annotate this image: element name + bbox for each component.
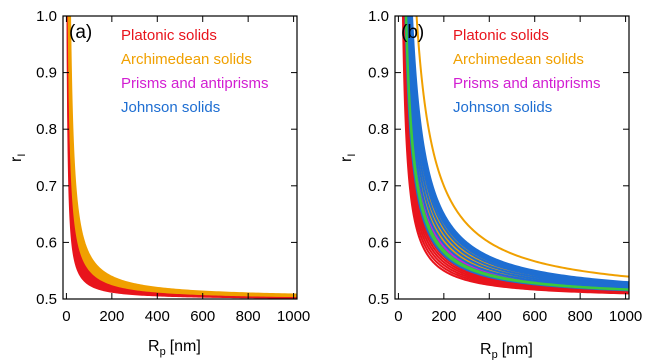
legend-prisms-b: Prisms and antiprisms bbox=[453, 75, 601, 92]
panel-a-xlabel-sub: p bbox=[160, 346, 166, 358]
legend-platonic-b: Platonic solids bbox=[453, 27, 549, 44]
legend-johnson-a: Johnson solids bbox=[121, 99, 220, 116]
xtick-label-a-3: 600 bbox=[190, 308, 215, 325]
ytick-label-b-3: 0.8 bbox=[368, 121, 389, 138]
panel-a-xlabel: Rp [nm] bbox=[148, 338, 201, 358]
panel-a-xlabel-unit: [nm] bbox=[170, 338, 201, 355]
ytick-label-b-1: 0.6 bbox=[368, 234, 389, 251]
curve-b-s4-1 bbox=[405, 16, 629, 291]
panel-b-xlabel-sub: p bbox=[492, 349, 498, 360]
curve-b-s3-4 bbox=[408, 16, 629, 287]
panel-a-label: (a) bbox=[69, 22, 92, 43]
panel-b-ylabel-sub: I bbox=[346, 154, 358, 157]
xtick-label-b-4: 800 bbox=[568, 308, 593, 325]
xtick-label-b-1: 200 bbox=[431, 308, 456, 325]
panel-a-frame bbox=[62, 15, 298, 300]
legend-prisms-a: Prisms and antiprisms bbox=[121, 75, 269, 92]
panel-a-xlabel-main: R bbox=[148, 338, 160, 355]
panel-a-ticks: 0 200 400 600 800 1000 0.5 0.6 0.7 0.8 0.9 1.0 bbox=[36, 8, 310, 325]
panel-b-curves bbox=[401, 16, 629, 295]
ytick-label-b-2: 0.7 bbox=[368, 178, 389, 195]
panel-a-ylabel-main: r bbox=[8, 156, 25, 162]
panel-b-xlabel-main: R bbox=[480, 341, 492, 358]
legend-platonic-a: Platonic solids bbox=[121, 27, 217, 44]
panel-a-legend: Platonic solids Archimedean solids Prism… bbox=[121, 27, 269, 116]
xtick-label-b-2: 400 bbox=[477, 308, 502, 325]
panel-b-xlabel: Rp [nm] bbox=[480, 341, 533, 360]
xtick-label-a-5: 1000 bbox=[277, 308, 310, 325]
legend-archimedean-a: Archimedean solids bbox=[121, 51, 252, 68]
ytick-label-a-5: 1.0 bbox=[36, 8, 57, 25]
panel-b-ticks: 0 200 400 600 800 1000 0.5 0.6 0.7 0.8 0.9 1.0 bbox=[368, 8, 642, 325]
ytick-label-a-3: 0.8 bbox=[36, 121, 57, 138]
panel-a-ylabel: rI bbox=[8, 154, 28, 162]
ytick-label-a-4: 0.9 bbox=[36, 65, 57, 82]
curve-b-s3-9 bbox=[411, 16, 629, 284]
curve-b-s1-10 bbox=[415, 16, 629, 278]
panel-b-xlabel-unit: [nm] bbox=[502, 341, 533, 358]
ytick-label-a-1: 0.6 bbox=[36, 234, 57, 251]
ytick-label-b-4: 0.9 bbox=[368, 65, 389, 82]
ytick-label-a-0: 0.5 bbox=[36, 291, 57, 308]
curve-a-s1-6 bbox=[68, 16, 297, 296]
legend-johnson-b: Johnson solids bbox=[453, 99, 552, 116]
xtick-label-b-0: 0 bbox=[394, 308, 402, 325]
curve-b-s3-3 bbox=[407, 16, 629, 289]
panel-a-curves bbox=[66, 16, 297, 299]
panel-b-ylabel: rI bbox=[338, 154, 358, 162]
panel-b-frame bbox=[394, 15, 630, 300]
xtick-label-b-3: 600 bbox=[522, 308, 547, 325]
curve-b-s3-2 bbox=[406, 16, 629, 290]
panel-b-label: (b) bbox=[401, 22, 424, 43]
ytick-label-a-2: 0.7 bbox=[36, 178, 57, 195]
xtick-label-a-4: 800 bbox=[236, 308, 261, 325]
xtick-label-a-2: 400 bbox=[145, 308, 170, 325]
panel-b-legend: Platonic solids Archimedean solids Prism… bbox=[453, 27, 601, 116]
xtick-label-a-0: 0 bbox=[62, 308, 70, 325]
ytick-label-b-5: 1.0 bbox=[368, 8, 389, 25]
panel-a-ylabel-sub: I bbox=[16, 154, 28, 157]
xtick-label-b-5: 1000 bbox=[609, 308, 642, 325]
panel-b-ylabel-main: r bbox=[338, 156, 355, 162]
legend-archimedean-b: Archimedean solids bbox=[453, 51, 584, 68]
xtick-label-a-1: 200 bbox=[99, 308, 124, 325]
ytick-label-b-0: 0.5 bbox=[368, 291, 389, 308]
